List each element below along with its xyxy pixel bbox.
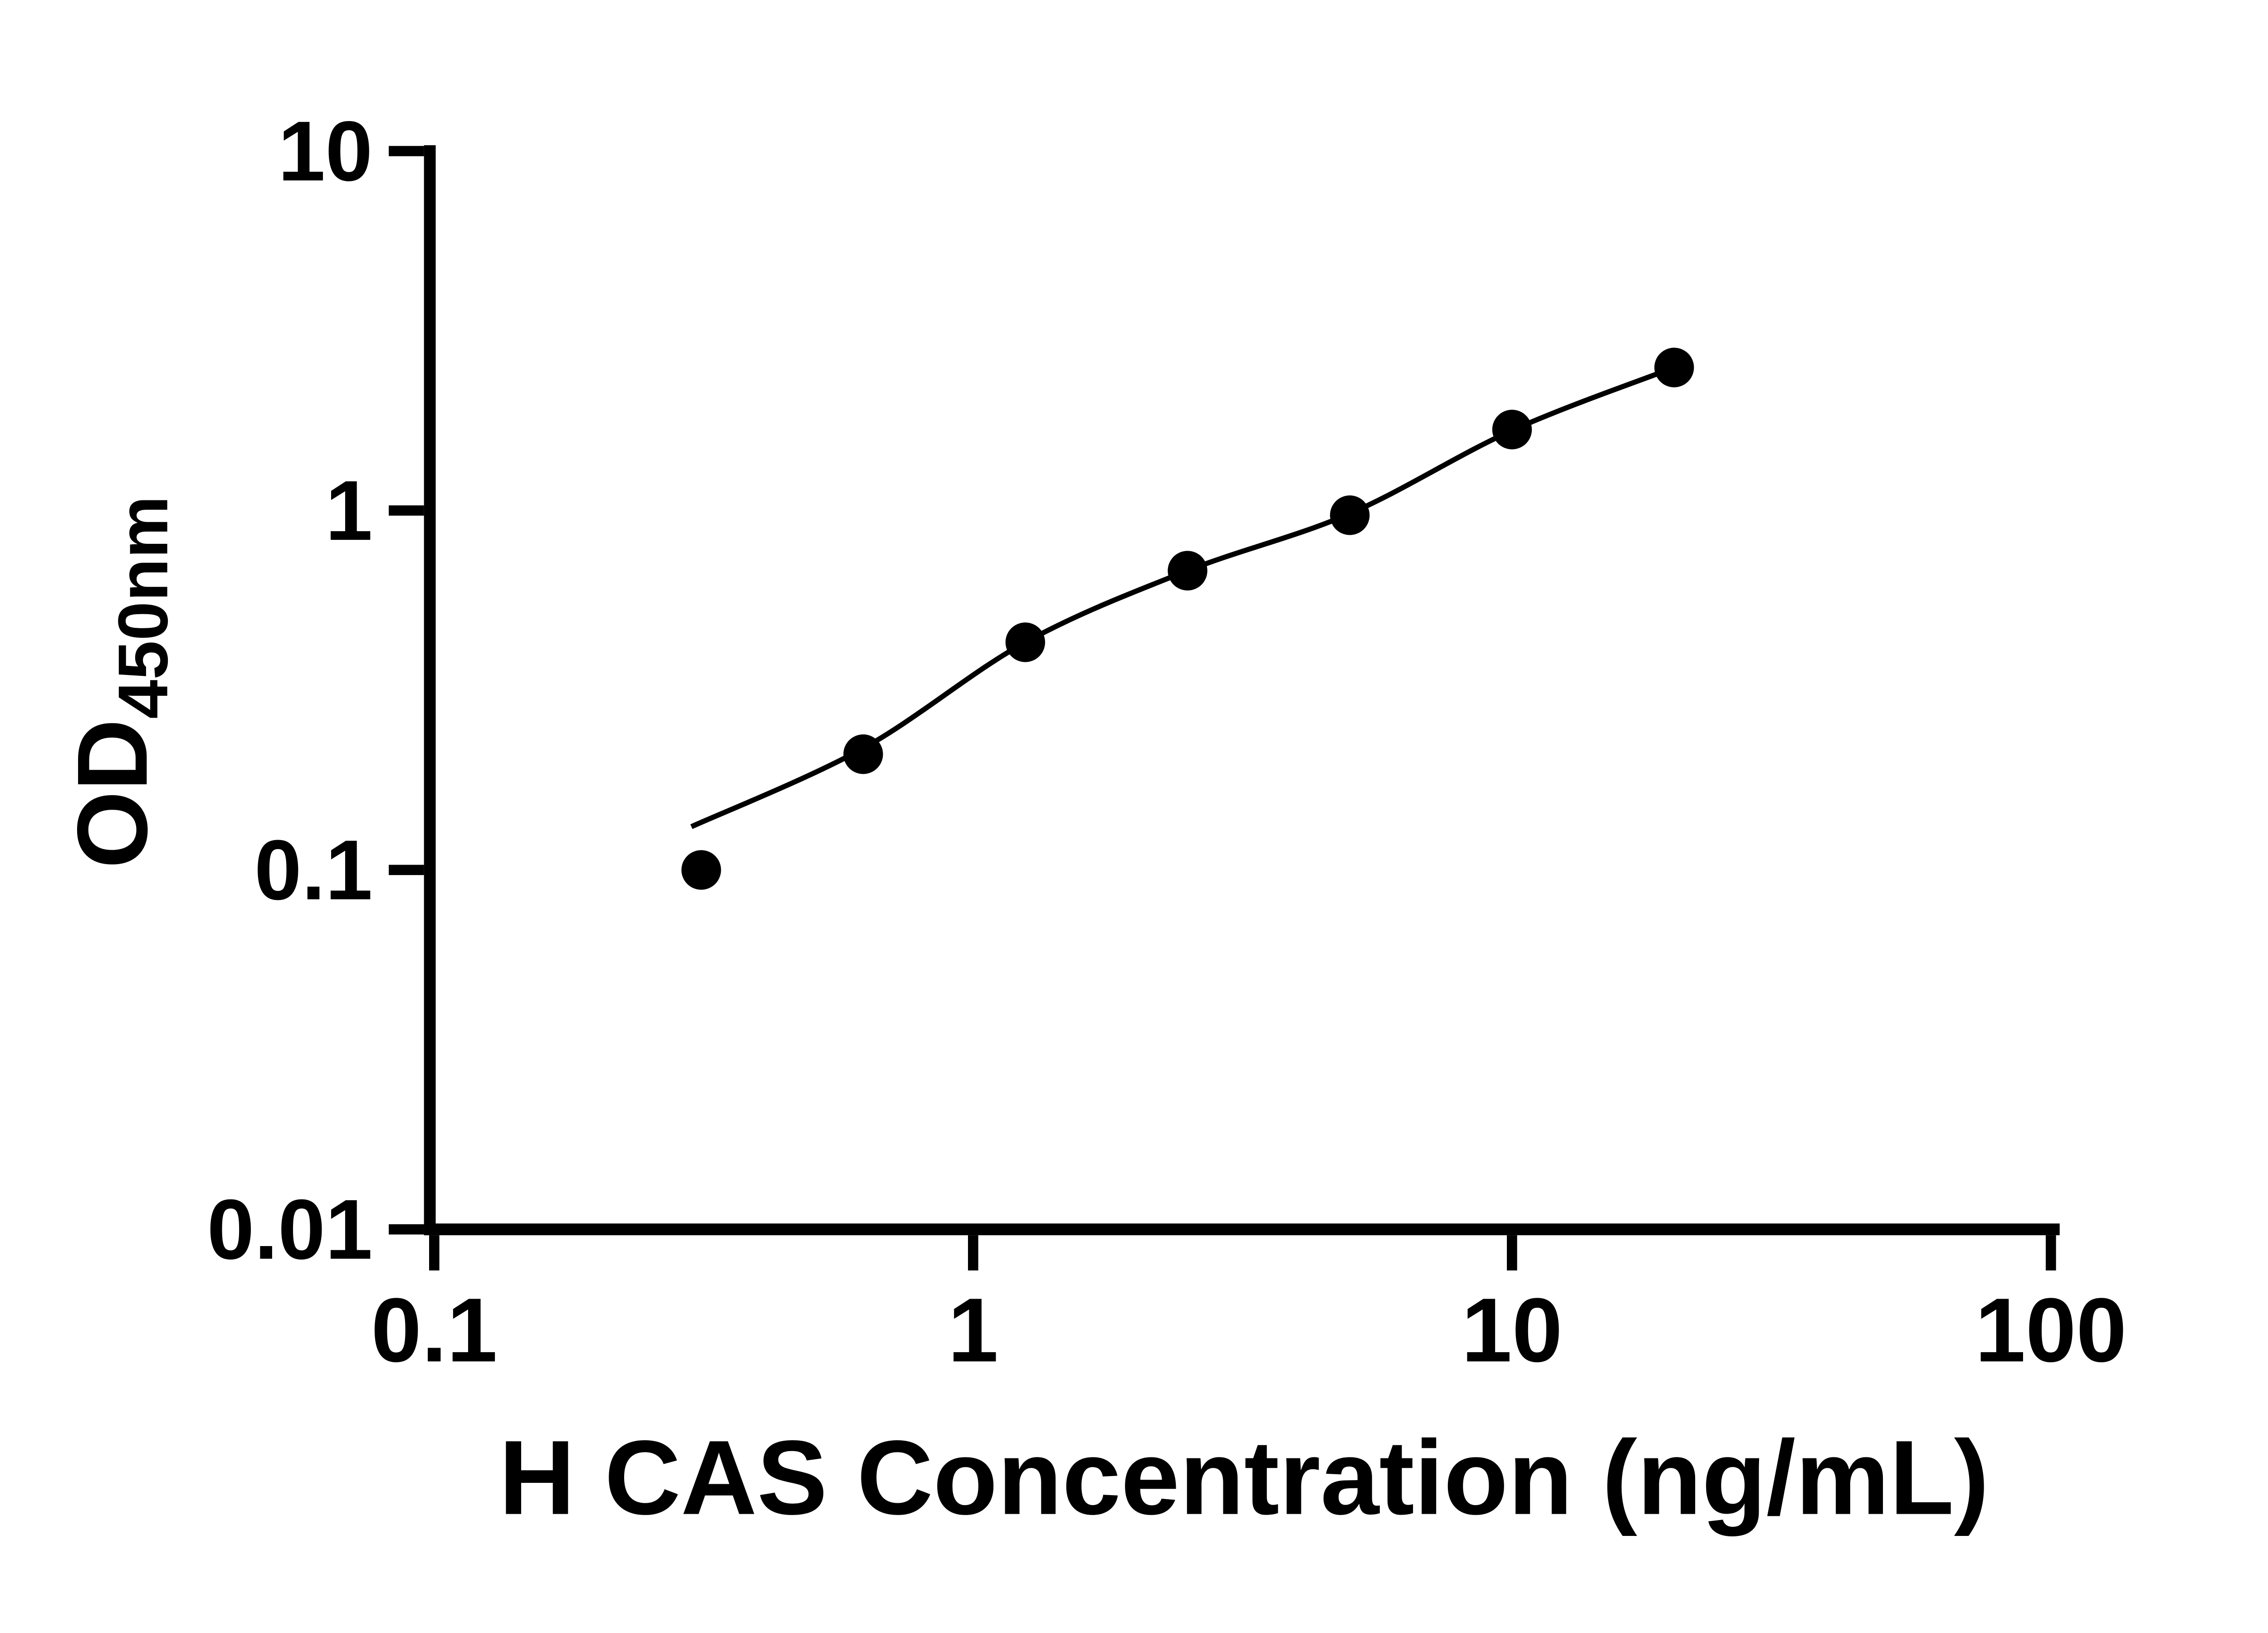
y-tick-label: 0.1 <box>254 822 373 918</box>
y-axis-title: OD450nm <box>56 496 182 869</box>
y-tick-label: 1 <box>325 463 372 558</box>
data-point <box>1168 551 1207 591</box>
y-axis-title-subscript: 450nm <box>103 496 182 719</box>
data-point <box>1005 622 1046 662</box>
axes-group <box>424 145 2060 1236</box>
x-tick-label: 1 <box>948 1279 999 1381</box>
data-point <box>843 734 883 774</box>
y-tick-label: 10 <box>278 103 373 199</box>
x-tick-label: 10 <box>1461 1279 1563 1381</box>
x-tick-label: 100 <box>1975 1279 2127 1381</box>
x-tick-label: 0.1 <box>371 1279 498 1381</box>
x-axis-title: H CAS Concentration (ng/mL) <box>499 1419 1989 1537</box>
data-point <box>1330 495 1370 535</box>
data-point <box>681 850 721 890</box>
elisa-standard-curve-figure: 0.1 1 10 100 0.01 0.1 1 10 H CAS Concentration … <box>56 103 2127 1537</box>
data-points-group <box>681 347 1694 890</box>
y-tick-label: 0.01 <box>207 1182 372 1277</box>
ticks-group <box>389 146 2056 1271</box>
data-point <box>1492 410 1532 450</box>
y-axis-title-main: OD <box>56 719 168 869</box>
data-point <box>1654 347 1694 387</box>
